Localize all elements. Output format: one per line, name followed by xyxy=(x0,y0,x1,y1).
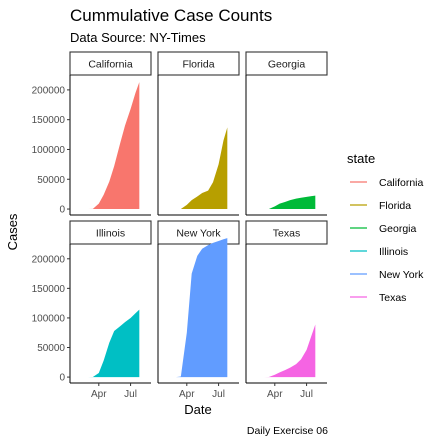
y-tick-label: 100000 xyxy=(32,145,66,156)
x-tick-label: Apr xyxy=(91,389,107,400)
strip-label-illinois: Illinois xyxy=(96,228,125,240)
legend: state California Florida Georgia Illinois Ne… xyxy=(347,151,424,304)
area-new-york xyxy=(175,238,228,378)
area-california xyxy=(75,82,140,210)
strip-label-new-york: New York xyxy=(176,228,221,240)
x-axis-label: Date xyxy=(184,402,211,417)
y-tick-label: 50000 xyxy=(37,343,65,354)
y-tick-label: 50000 xyxy=(37,175,65,186)
panel-california: California 0 50000 100000 150000 200000 xyxy=(32,51,152,216)
strip-georgia xyxy=(245,51,328,76)
panel-florida: Florida xyxy=(157,51,240,216)
area-georgia xyxy=(264,195,316,210)
y-tick-label: 150000 xyxy=(32,115,66,126)
strip-label-texas: Texas xyxy=(273,228,300,240)
facet-panels: California 0 50000 100000 150000 200000 Florid… xyxy=(32,51,328,400)
y-tick-label: 0 xyxy=(59,373,65,384)
panel-texas: Texas Apr Jul xyxy=(245,220,328,400)
strip-florida xyxy=(157,51,240,76)
legend-label-california: California xyxy=(379,177,424,189)
legend-label-new-york: New York xyxy=(379,269,424,281)
strip-texas xyxy=(245,220,328,245)
panel-georgia: Georgia xyxy=(245,51,328,216)
chart-subtitle: Data Source: NY-Times xyxy=(70,30,206,45)
y-tick-label: 0 xyxy=(59,205,65,216)
x-tick-label: Apr xyxy=(179,389,195,400)
y-tick-label: 200000 xyxy=(32,254,66,265)
strip-illinois xyxy=(69,220,152,245)
strip-label-georgia: Georgia xyxy=(268,59,306,71)
legend-label-georgia: Georgia xyxy=(379,223,417,235)
panel-new-york: New York Apr Jul xyxy=(157,220,240,400)
strip-new-york xyxy=(157,220,240,245)
x-tick-label: Jul xyxy=(124,389,137,400)
area-illinois xyxy=(75,309,140,378)
legend-title: state xyxy=(347,151,375,166)
legend-label-illinois: Illinois xyxy=(379,246,408,258)
area-florida xyxy=(175,127,228,210)
legend-label-texas: Texas xyxy=(379,292,406,304)
y-tick-label: 200000 xyxy=(32,85,66,96)
area-texas xyxy=(257,324,316,378)
x-tick-label: Jul xyxy=(300,389,313,400)
y-axis-label: Cases xyxy=(5,213,20,250)
x-tick-label: Apr xyxy=(267,389,283,400)
chart-title: Cummulative Case Counts xyxy=(70,6,272,25)
x-tick-label: Jul xyxy=(212,389,225,400)
legend-label-florida: Florida xyxy=(379,200,411,212)
panel-illinois: Illinois Apr Jul 0 50000 100000 150000 200000 xyxy=(32,220,152,400)
strip-label-california: California xyxy=(88,59,133,71)
strip-label-florida: Florida xyxy=(182,59,214,71)
chart-caption: Daily Exercise 06 xyxy=(247,425,328,437)
y-tick-label: 150000 xyxy=(32,284,66,295)
y-tick-label: 100000 xyxy=(32,313,66,324)
strip-california xyxy=(69,51,152,76)
